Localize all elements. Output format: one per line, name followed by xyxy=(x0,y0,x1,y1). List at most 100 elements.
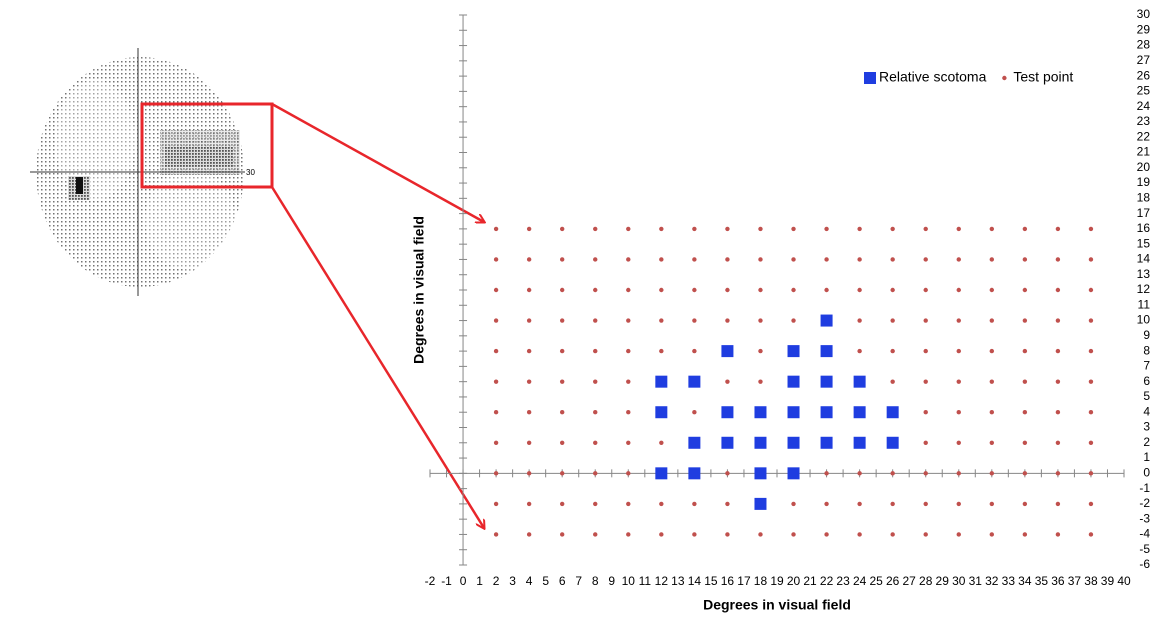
scotoma-marker xyxy=(655,467,668,480)
test-point xyxy=(890,318,895,323)
x-tick-label: 17 xyxy=(737,574,751,588)
test-point xyxy=(956,379,961,384)
test-point xyxy=(559,379,565,384)
test-point xyxy=(1022,471,1028,476)
test-point xyxy=(791,226,796,232)
test-point xyxy=(725,501,730,507)
test-point xyxy=(593,501,598,507)
y-tick-label: 23 xyxy=(1137,114,1151,128)
test-point xyxy=(659,287,664,293)
test-point xyxy=(956,257,961,262)
scotoma-marker xyxy=(820,314,833,327)
visual-field-inset: 30 xyxy=(30,48,484,528)
test-point xyxy=(493,287,499,293)
y-tick-label: 4 xyxy=(1143,404,1150,418)
test-point xyxy=(989,471,995,476)
x-tick-label: -2 xyxy=(425,574,436,588)
test-point xyxy=(923,226,928,232)
legend-label: Test point xyxy=(1013,69,1073,85)
x-tick-label: 6 xyxy=(559,574,566,588)
y-tick-label: -1 xyxy=(1139,481,1150,495)
test-point xyxy=(989,226,995,232)
scotoma-marker xyxy=(655,406,668,419)
test-point xyxy=(1055,379,1061,384)
x-tick-label: 38 xyxy=(1084,574,1098,588)
test-point xyxy=(1055,532,1061,537)
x-tick-label: 29 xyxy=(936,574,950,588)
y-tick-label: 16 xyxy=(1137,221,1151,235)
inset-axis-label: 30 xyxy=(246,168,255,177)
scotoma-marker xyxy=(886,406,899,419)
scotoma-marker xyxy=(754,467,767,480)
x-tick-label: 40 xyxy=(1117,574,1131,588)
test-point xyxy=(890,501,895,507)
y-tick-label: 8 xyxy=(1143,343,1150,357)
x-tick-label: 13 xyxy=(671,574,685,588)
test-point xyxy=(725,318,730,323)
test-point xyxy=(923,379,928,384)
test-point xyxy=(1088,287,1094,293)
test-point xyxy=(526,532,532,537)
y-tick-label: 28 xyxy=(1137,38,1151,52)
y-tick-label: 3 xyxy=(1143,420,1150,434)
x-tick-label: 10 xyxy=(622,574,636,588)
test-point xyxy=(857,348,862,354)
test-point xyxy=(857,257,862,262)
test-point xyxy=(559,226,565,232)
y-tick-label: 30 xyxy=(1137,7,1151,21)
test-point xyxy=(526,501,532,507)
x-tick-label: 8 xyxy=(592,574,599,588)
test-point xyxy=(758,257,763,262)
x-tick-label: 20 xyxy=(787,574,801,588)
x-tick-label: 16 xyxy=(721,574,735,588)
x-tick-label: 31 xyxy=(969,574,983,588)
test-point xyxy=(791,501,796,507)
y-tick-label: 27 xyxy=(1137,53,1151,67)
scotoma-marker xyxy=(820,406,833,419)
test-point xyxy=(1022,410,1028,415)
test-point xyxy=(1022,318,1028,323)
test-point xyxy=(559,471,565,476)
test-point xyxy=(725,226,730,232)
scotoma-marker xyxy=(721,345,734,358)
test-point xyxy=(923,287,928,293)
x-tick-label: 1 xyxy=(476,574,483,588)
test-point xyxy=(1055,257,1061,262)
test-point xyxy=(956,287,961,293)
test-point xyxy=(791,287,796,293)
test-point xyxy=(725,287,730,293)
scotoma-marker xyxy=(853,436,866,449)
test-point xyxy=(956,348,961,354)
test-point xyxy=(1088,348,1094,354)
test-point xyxy=(725,532,730,537)
y-tick-label: 22 xyxy=(1137,129,1151,143)
test-point xyxy=(956,318,961,323)
y-tick-label: 20 xyxy=(1137,160,1151,174)
scotoma-marker xyxy=(787,467,800,480)
x-tick-label: 24 xyxy=(853,574,867,588)
test-point xyxy=(890,471,895,476)
test-point xyxy=(692,257,697,262)
scotoma-marker xyxy=(754,406,767,419)
test-point xyxy=(923,410,928,415)
test-point xyxy=(725,257,730,262)
test-point xyxy=(626,440,631,445)
test-point xyxy=(1088,226,1094,232)
test-point xyxy=(526,471,532,476)
test-point xyxy=(725,471,730,476)
y-tick-label: 15 xyxy=(1137,236,1151,250)
test-point xyxy=(493,318,499,323)
test-point xyxy=(1088,532,1094,537)
y-tick-label: -4 xyxy=(1139,527,1150,541)
test-point xyxy=(559,410,565,415)
test-point xyxy=(989,410,995,415)
x-tick-label: 4 xyxy=(526,574,533,588)
test-point xyxy=(559,532,565,537)
test-point xyxy=(824,226,829,232)
test-point xyxy=(1055,501,1061,507)
test-point xyxy=(559,440,565,445)
x-tick-label: 23 xyxy=(836,574,850,588)
test-point xyxy=(626,318,631,323)
x-tick-label: 19 xyxy=(770,574,784,588)
